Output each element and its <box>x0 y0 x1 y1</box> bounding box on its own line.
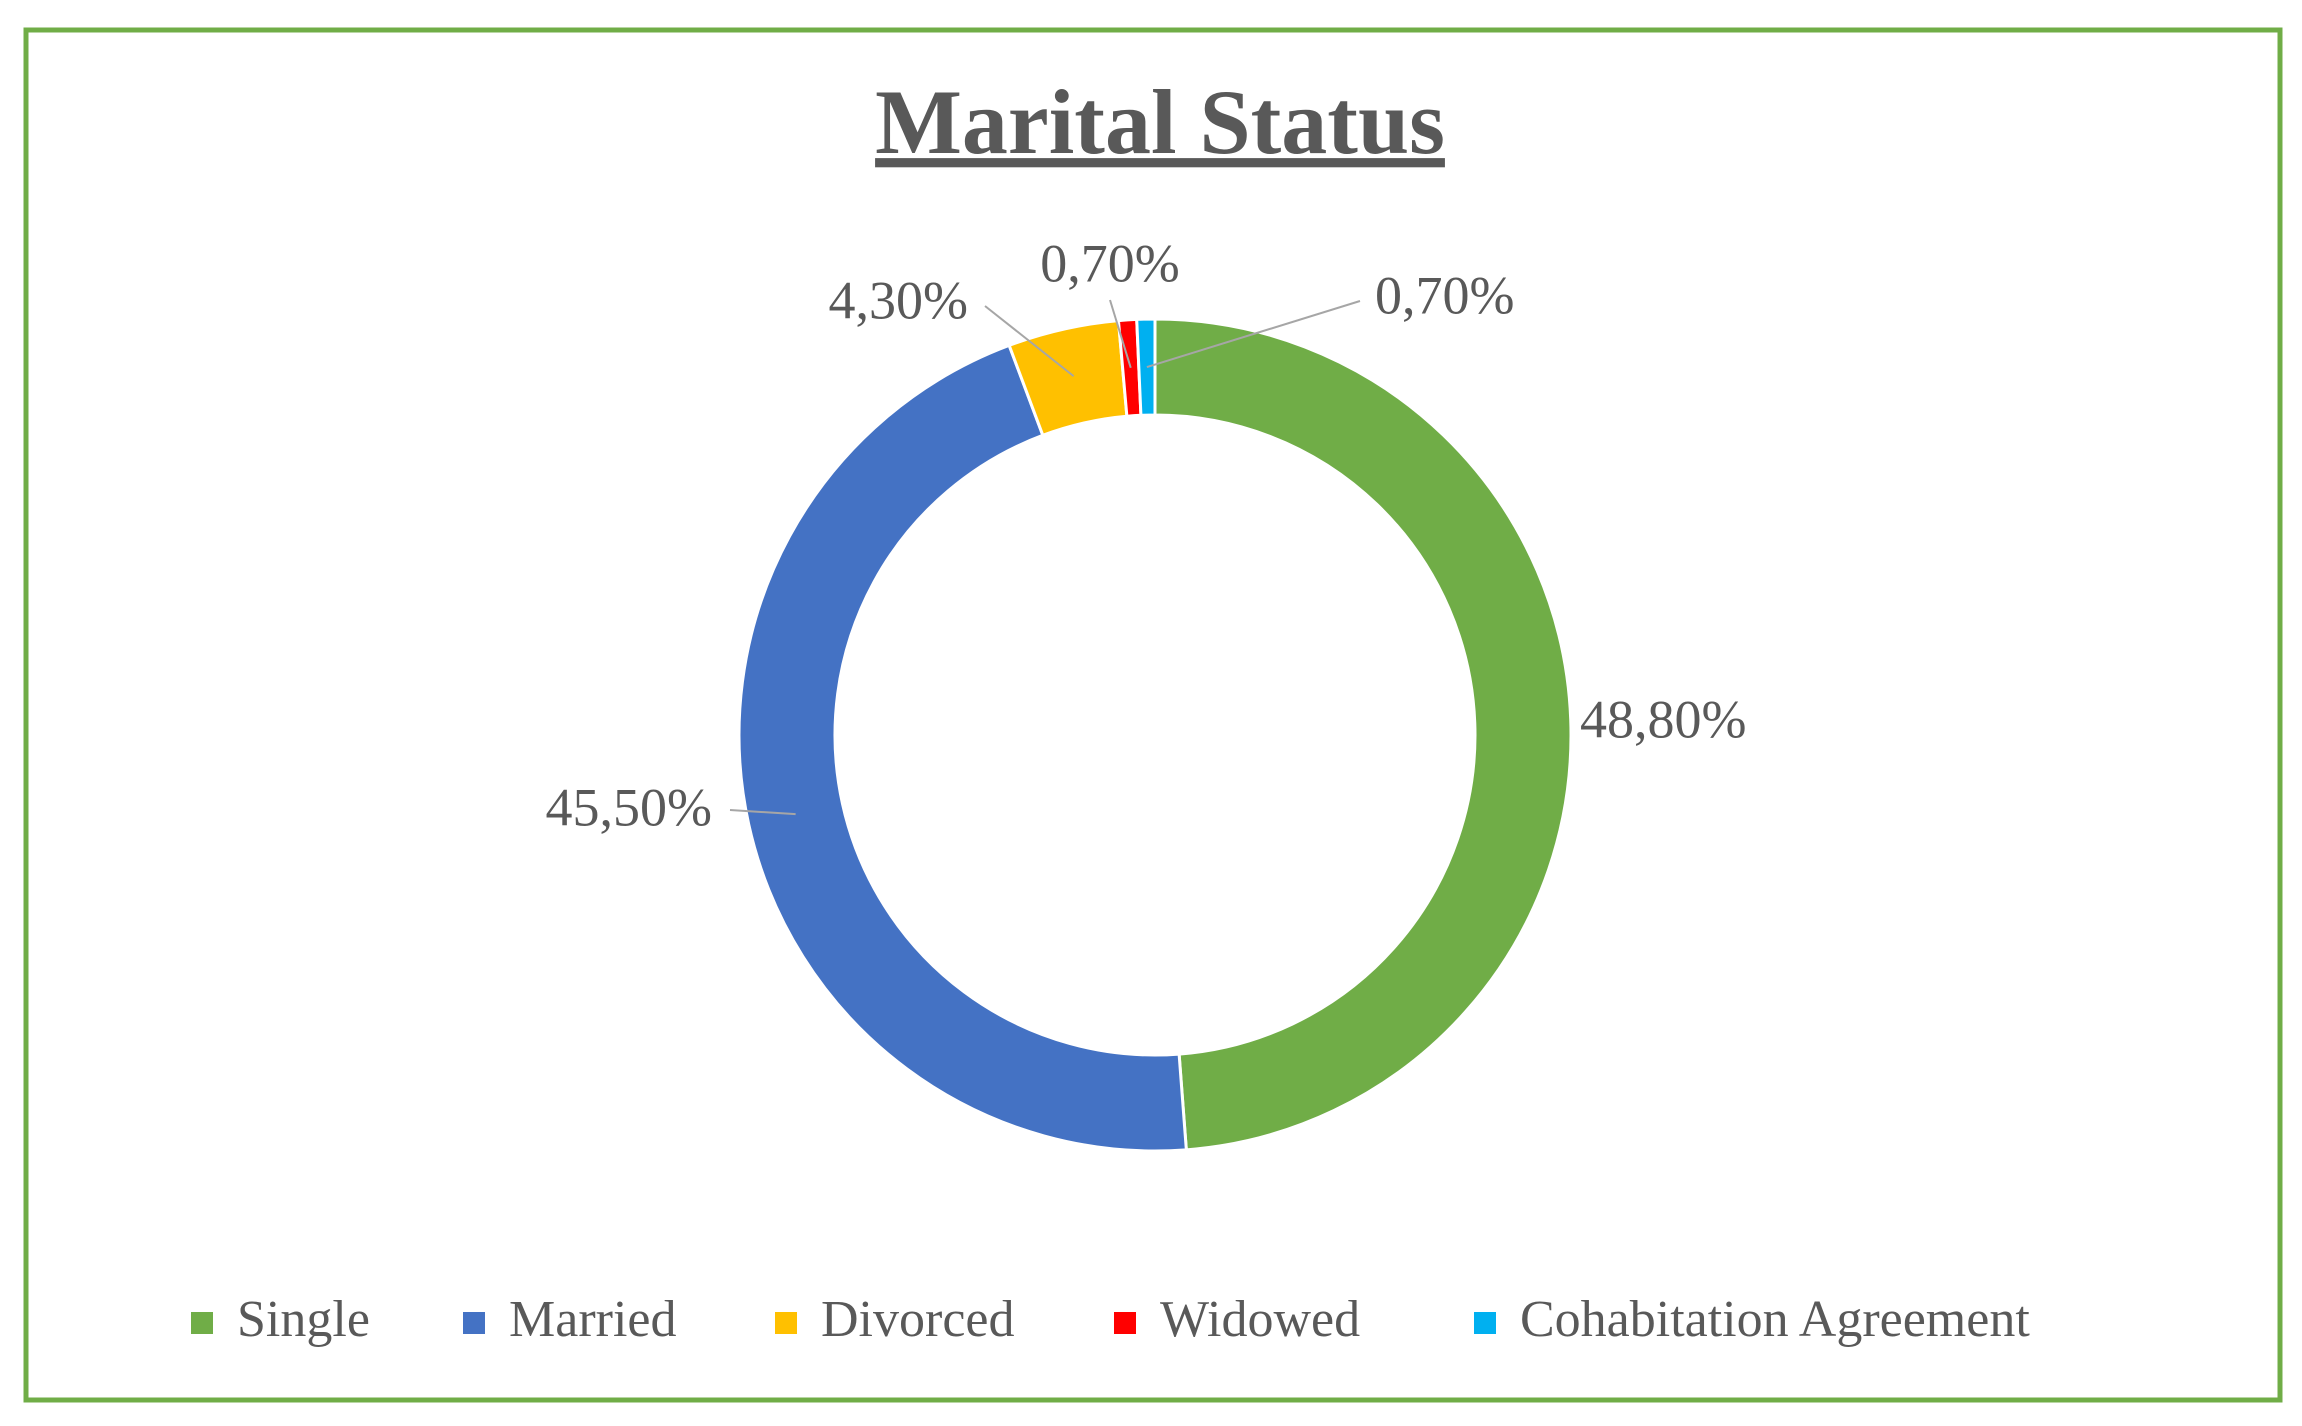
leader-line <box>729 809 796 816</box>
donut-slice <box>1153 317 1573 1152</box>
data-label: 0,70% <box>1375 265 1514 325</box>
donut-slice <box>737 343 1188 1153</box>
legend-label: Divorced <box>821 1291 1014 1348</box>
legend-label: Single <box>237 1291 370 1348</box>
data-label: 4,30% <box>829 270 968 330</box>
leader-line <box>984 305 1075 377</box>
legend-marker <box>463 1312 485 1334</box>
legend-marker <box>1114 1312 1136 1334</box>
data-label: 48,80% <box>1580 689 1746 749</box>
data-label: 45,50% <box>546 777 712 837</box>
chart-title: Marital Status <box>875 71 1445 173</box>
leader-line <box>1109 299 1132 369</box>
donut-slice <box>1135 317 1157 417</box>
legend-label: Widowed <box>1160 1291 1360 1348</box>
leader-line <box>1146 300 1361 369</box>
chart-border <box>23 27 2283 1403</box>
legend-label: Cohabitation Agreement <box>1520 1291 2030 1348</box>
legend-marker <box>191 1312 213 1334</box>
data-label: 0,70% <box>1040 233 1179 293</box>
legend-marker <box>1474 1312 1496 1334</box>
legend-marker <box>775 1312 797 1334</box>
legend-label: Married <box>509 1291 676 1348</box>
